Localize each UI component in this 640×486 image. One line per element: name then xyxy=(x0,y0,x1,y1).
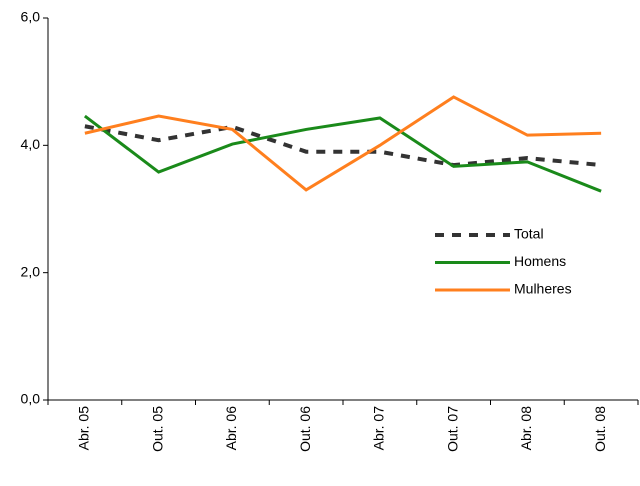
y-tick-label: 2,0 xyxy=(21,263,41,279)
line-series xyxy=(83,114,602,193)
line-series xyxy=(84,95,602,192)
x-tick-label: Abr. 05 xyxy=(76,406,92,451)
y-tick-label: 0,0 xyxy=(21,391,41,407)
x-tick-label: Out. 08 xyxy=(592,406,608,452)
legend-label: Total xyxy=(514,226,544,242)
legend-label: Homens xyxy=(514,253,566,269)
x-tick-label: Abr. 06 xyxy=(223,406,239,451)
y-tick-label: 4,0 xyxy=(21,136,41,152)
x-tick-label: Abr. 08 xyxy=(518,406,534,451)
line-series xyxy=(84,124,602,168)
x-tick-label: Abr. 07 xyxy=(371,406,387,451)
x-tick-label: Out. 06 xyxy=(297,406,313,452)
y-tick-label: 6,0 xyxy=(21,9,41,25)
legend-label: Mulheres xyxy=(514,281,572,297)
x-tick-label: Out. 07 xyxy=(444,406,460,452)
x-tick-label: Out. 05 xyxy=(149,406,165,452)
